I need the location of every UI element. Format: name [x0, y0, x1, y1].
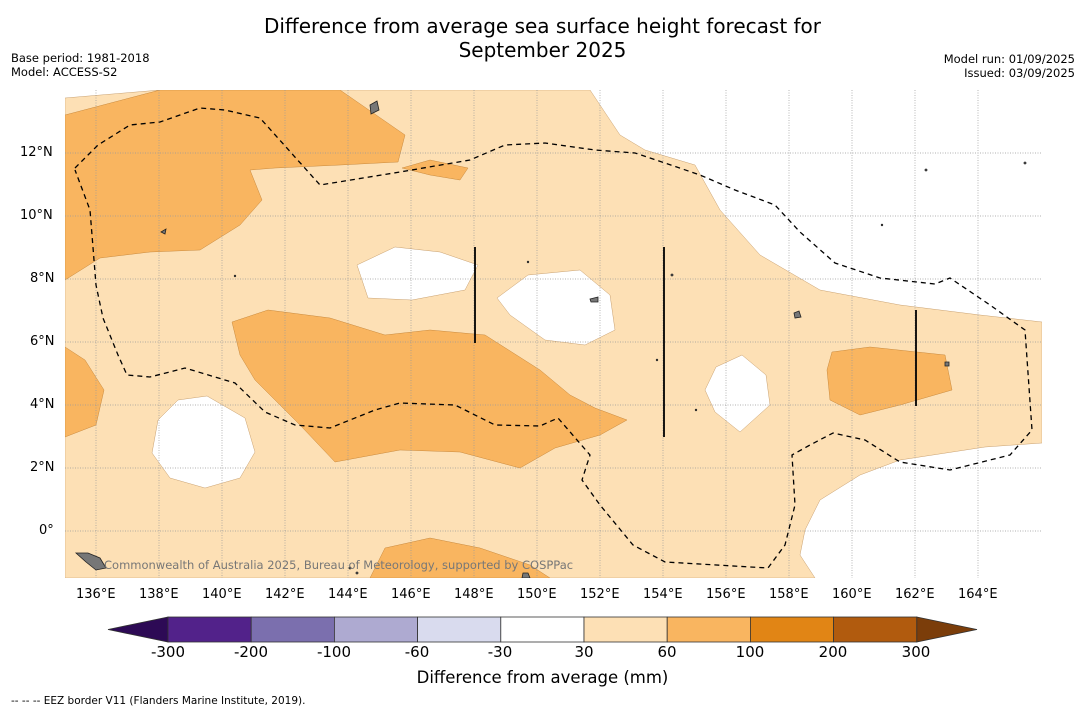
forecast-markers [474, 247, 917, 437]
lon-label: 140°E [202, 587, 242, 602]
colorbar-tick: 30 [574, 643, 594, 661]
lat-label: 0° [39, 523, 54, 538]
eez-footnote: -- -- -- EEZ border V11 (Flanders Marine… [11, 695, 306, 707]
near-zero-blob-3 [151, 395, 256, 489]
colorbar-title: Difference from average (mm) [416, 668, 669, 687]
gridlines [65, 90, 1042, 578]
near-zero-blob-2 [496, 269, 616, 346]
title-line-1: Difference from average sea surface heig… [263, 14, 822, 38]
colorbar-tick: 100 [735, 643, 765, 661]
meta-left: Base period: 1981-2018 Model: ACCESS-S2 [11, 51, 150, 79]
map-area [65, 90, 1042, 578]
lon-label: 154°E [643, 587, 683, 602]
lat-label: 6°N [30, 334, 55, 349]
near-zero-blob-4 [704, 354, 771, 433]
lat-label: 10°N [20, 208, 53, 223]
anomaly-60-100-region-central [231, 309, 628, 469]
lat-label: 4°N [30, 397, 55, 412]
colorbar-tick: -300 [150, 643, 186, 661]
map-title: Difference from average sea surface heig… [0, 14, 1085, 62]
lon-label: 156°E [706, 587, 746, 602]
anomaly-60-100-region-nw [65, 90, 406, 281]
colorbar-tick: -60 [404, 643, 430, 661]
near-zero-blob-1 [356, 246, 479, 301]
issued-date: Issued: 03/09/2025 [964, 66, 1075, 80]
eez-border [74, 107, 1033, 569]
colorbar-tick: 60 [657, 643, 677, 661]
colorbar-tick: -30 [487, 643, 513, 661]
lat-label: 2°N [30, 460, 55, 475]
anomaly-60-100-region-island [401, 159, 469, 181]
colorbar-tick: 300 [901, 643, 931, 661]
meta-right: Model run: 01/09/2025 Issued: 03/09/2025 [944, 52, 1075, 80]
colorbar-tick: 200 [818, 643, 848, 661]
model-name: Model: ACCESS-S2 [11, 65, 118, 79]
lon-label: 138°E [139, 587, 179, 602]
islands [74, 100, 1027, 578]
lat-label: 12°N [20, 145, 53, 160]
lon-label: 164°E [958, 587, 998, 602]
lon-label: 162°E [895, 587, 935, 602]
lon-label: 160°E [832, 587, 872, 602]
lon-label: 152°E [580, 587, 620, 602]
lon-label: 146°E [391, 587, 431, 602]
anomaly-60-100-region-south [369, 537, 551, 578]
copyright-notice: Commonwealth of Australia 2025, Bureau o… [104, 558, 574, 572]
lat-label: 8°N [30, 271, 55, 286]
lon-label: 150°E [517, 587, 557, 602]
colorbar-tick: -100 [316, 643, 352, 661]
lon-label: 158°E [769, 587, 809, 602]
lon-label: 148°E [454, 587, 494, 602]
anomaly-60-100-region-west [65, 346, 105, 438]
model-run: Model run: 01/09/2025 [943, 52, 1075, 66]
base-period: Base period: 1981-2018 [11, 51, 150, 65]
title-line-2: September 2025 [458, 38, 627, 62]
lon-label: 136°E [76, 587, 116, 602]
lon-label: 144°E [328, 587, 368, 602]
lon-label: 142°E [265, 587, 305, 602]
colorbar-tick: -200 [233, 643, 269, 661]
